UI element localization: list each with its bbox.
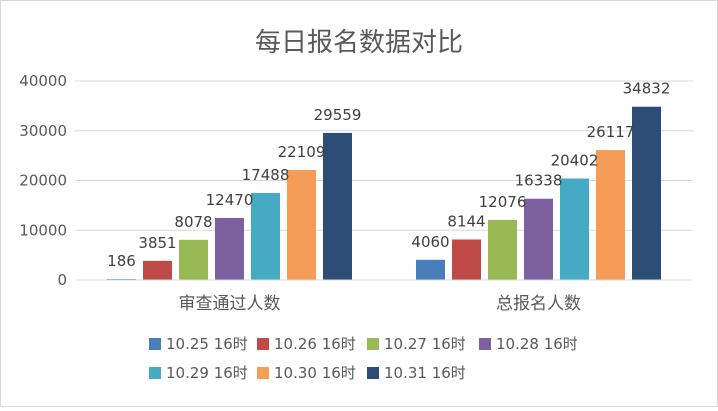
bar xyxy=(323,132,352,280)
legend-label: 10.30 16时 xyxy=(274,364,356,382)
legend-swatch xyxy=(367,338,379,350)
data-label: 17488 xyxy=(242,166,290,184)
legend-label: 10.27 16时 xyxy=(384,335,466,353)
legend-swatch xyxy=(257,367,269,379)
bar xyxy=(251,192,280,280)
bar xyxy=(143,260,172,280)
y-tick-label: 20000 xyxy=(19,172,67,190)
legend-swatch xyxy=(149,338,161,350)
y-tick-label: 0 xyxy=(57,271,67,289)
data-label: 8078 xyxy=(174,213,212,231)
chart-title: 每日报名数据对比 xyxy=(255,28,463,58)
data-label: 16338 xyxy=(515,172,563,190)
bar xyxy=(488,219,517,280)
y-tick-label: 40000 xyxy=(19,72,67,90)
legend-label: 10.29 16时 xyxy=(166,364,248,382)
y-tick-label: 30000 xyxy=(19,122,67,140)
data-label: 34832 xyxy=(623,80,671,98)
data-label: 4060 xyxy=(411,233,449,251)
bar xyxy=(452,239,481,280)
legend-label: 10.28 16时 xyxy=(496,335,578,353)
legend-swatch xyxy=(257,338,269,350)
y-axis: 0 10000 20000 30000 40000 xyxy=(19,72,67,289)
x-axis: 审查通过人数 总报名人数 xyxy=(75,279,693,314)
legend-label: 10.25 16时 xyxy=(166,335,248,353)
data-label: 22109 xyxy=(278,143,326,161)
bar xyxy=(632,106,661,280)
bar xyxy=(416,259,445,280)
legend-swatch xyxy=(149,367,161,379)
data-label: 12470 xyxy=(206,191,254,209)
y-tick-label: 10000 xyxy=(19,221,67,239)
bar xyxy=(179,239,208,280)
bar xyxy=(215,217,244,280)
bar xyxy=(560,178,589,280)
legend-label: 10.31 16时 xyxy=(384,364,466,382)
bar xyxy=(287,170,316,280)
x-category-label: 审查通过人数 xyxy=(179,294,281,314)
data-label: 3851 xyxy=(138,234,176,252)
data-label: 12076 xyxy=(479,193,527,211)
legend: 10.25 16时 10.26 16时 10.27 16时 10.28 16时 10.2… xyxy=(149,335,578,382)
legend-label: 10.26 16时 xyxy=(274,335,356,353)
bar xyxy=(524,198,553,280)
data-label: 8144 xyxy=(447,212,485,230)
legend-swatch xyxy=(479,338,491,350)
bars xyxy=(107,106,661,280)
data-label: 26117 xyxy=(587,123,635,141)
data-label: 20402 xyxy=(551,152,599,170)
legend-swatch xyxy=(367,367,379,379)
data-label: 186 xyxy=(107,252,136,270)
x-category-label: 总报名人数 xyxy=(496,294,581,314)
bar xyxy=(596,150,625,280)
data-label: 29559 xyxy=(314,106,362,124)
data-labels: 1863851807812470174882210929559406081441… xyxy=(107,80,670,270)
